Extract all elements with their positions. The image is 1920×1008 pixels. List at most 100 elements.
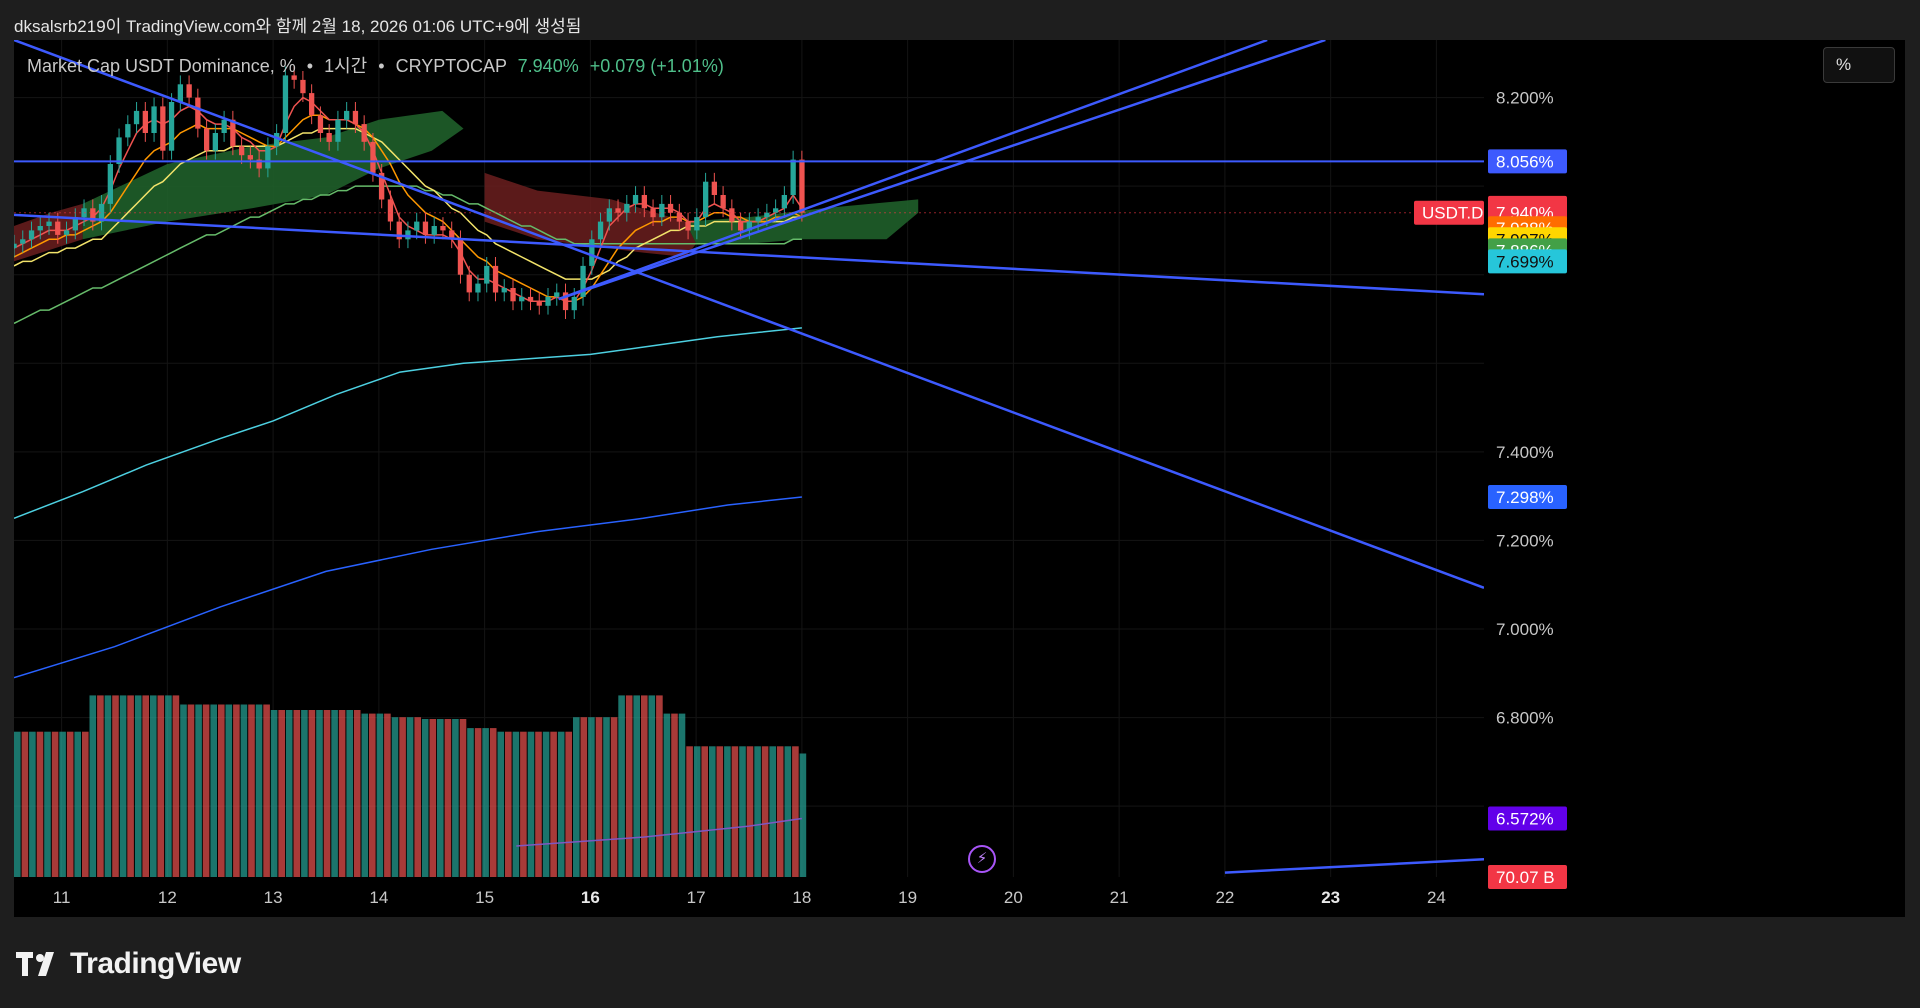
volume-bar [74,731,81,877]
candle-body [116,137,122,164]
volume-bar [263,704,270,877]
volume-bar [406,717,414,877]
volume-bar [542,731,550,877]
candle-body [484,265,490,284]
volume-bar [391,717,399,877]
volume-bar [218,704,225,877]
candle-body [107,164,113,204]
legend-title: Market Cap USDT Dominance, % [27,56,296,76]
volume-bar [588,717,595,877]
candle-body [580,265,586,297]
volume-bar [270,710,278,877]
candle-body [589,239,595,266]
candle-body [247,155,253,160]
volume-bar [180,704,187,877]
candle-body [571,296,577,311]
symbol-legend[interactable]: Market Cap USDT Dominance, % • 1시간 • CRY… [27,52,724,78]
candle-body [379,172,385,200]
trendline[interactable] [14,213,1485,296]
candle-body [317,115,324,133]
volume-bar [527,731,535,877]
volume-bar [550,731,557,877]
candle-body [151,106,157,133]
volume-bar [369,713,376,877]
candle-body [457,239,464,275]
candle-body [694,217,700,231]
candle-body [615,208,621,213]
candle-body [597,221,604,240]
volume-bar [792,746,799,877]
volume-bar [595,717,603,877]
volume-bar [14,731,21,877]
price-tag [1488,149,1567,174]
candle-body [405,230,411,240]
candle-body [738,221,744,231]
volume-bar [59,731,66,877]
volume-bar [452,719,459,877]
time-axis[interactable] [14,877,1905,917]
legend-exchange: CRYPTOCAP [395,56,507,76]
candle-body [746,221,752,231]
candle-body [414,221,420,231]
volume-bar [225,704,233,877]
trendline[interactable] [14,40,1485,589]
volume-bar [255,704,263,877]
x-tick-label: 23 [1321,888,1340,907]
price-tag [1488,249,1567,274]
candle-body [98,203,105,222]
volume-bar [512,731,520,877]
volume-bar [157,695,165,877]
candle-body [545,296,551,306]
volume-bar [776,746,784,877]
volume-bar [195,704,202,877]
volume-bar [618,695,625,877]
volume-bar [467,728,474,877]
candle-body [239,146,245,156]
candle-body [536,301,542,306]
candle-body [396,221,402,240]
volume-bar [150,695,157,877]
candle-body [659,203,665,218]
volume-bar [97,695,104,877]
volume-bar [459,719,467,877]
candle-body [703,181,709,218]
volume-bar [293,710,301,877]
candle-body [562,292,569,311]
candle-body [221,119,227,133]
volume-bar [29,731,36,877]
legend-interval[interactable]: 1시간 [324,56,368,76]
chart-area[interactable]: 8.200% 7.400% 7.200% 7.000% 6.800% 11 12 13 14 15… [14,40,1905,917]
candle-body [352,110,359,125]
candle-body [501,288,507,293]
candle-body [90,208,96,222]
volume-bar [89,695,97,877]
volume-bar [376,713,384,877]
lightning-icon[interactable]: ⚡ [968,845,996,873]
volume-bar [701,746,708,877]
price-tag-label: 7.699% [1496,252,1554,271]
chart-canvas[interactable]: 8.200% 7.400% 7.200% 7.000% 6.800% 11 12 13 14 15… [14,40,1905,917]
percent-scale-button[interactable]: % [1823,47,1895,83]
volume-bar [565,731,572,877]
candle-body [46,221,52,226]
candle-body [282,75,289,133]
volume-bar [641,695,648,877]
x-tick-label: 18 [792,888,811,907]
volume-bar [210,704,217,877]
legend-change: +0.079 (+1.01%) [589,56,724,76]
volume-bar [557,731,565,877]
x-tick-label: 24 [1427,888,1446,907]
brand-name: TradingView [70,947,241,980]
price-axis[interactable] [1484,40,1905,917]
volume-bar [746,746,754,877]
volume-bar [761,746,769,877]
candle-body [177,84,183,102]
trendline[interactable] [558,40,1326,301]
candle-body [466,274,472,293]
volume-bar [240,704,248,877]
trendline[interactable] [1224,858,1485,874]
volume-bar [233,704,240,877]
trendline[interactable] [558,40,1268,301]
volume-bar [331,710,338,877]
candle-body [195,97,201,129]
